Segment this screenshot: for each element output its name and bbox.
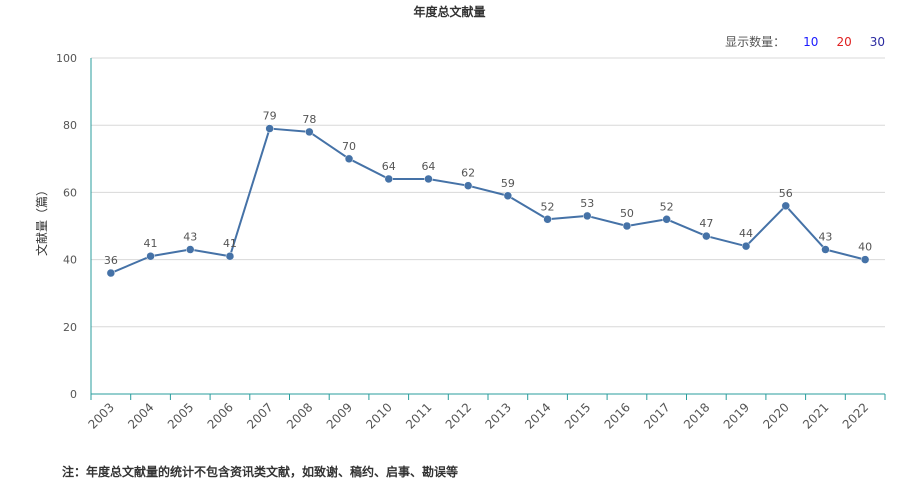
data-point[interactable]: [503, 191, 513, 201]
x-tick-label: 2022: [840, 400, 871, 431]
series-line-path: [110, 127, 866, 274]
grid-lines: [91, 57, 885, 328]
display-count-controls: 显示数量： 10 20 30: [725, 33, 885, 50]
x-tick-label: 2010: [363, 400, 394, 431]
data-label: 62: [461, 167, 475, 180]
y-tick-label: 60: [63, 186, 77, 199]
x-tick-label: 2006: [205, 400, 236, 431]
data-label: 70: [342, 140, 356, 153]
data-point[interactable]: [344, 154, 354, 164]
display-count-label: 显示数量：: [725, 35, 786, 49]
data-point[interactable]: [781, 201, 790, 211]
data-labels: 36 41 43 41 79 78 70 64 64 62 59 52 53 50 52 47 44 56 43 40: [104, 110, 872, 267]
data-label: 64: [421, 160, 435, 173]
x-tick-label: 2007: [244, 400, 275, 431]
x-axis: 2003 2004 2005 2006 2007 2008 2009 2010 2011 2012…: [85, 393, 886, 432]
data-point[interactable]: [186, 245, 195, 254]
display-count-option-20[interactable]: 20: [836, 34, 852, 49]
data-label: 50: [620, 207, 634, 220]
data-label: 44: [739, 227, 753, 240]
chart-title: 年度总文献量: [413, 5, 486, 19]
data-point[interactable]: [384, 174, 393, 184]
data-point[interactable]: [702, 231, 711, 241]
data-label: 78: [302, 113, 316, 126]
data-label: 43: [183, 231, 197, 244]
y-axis: 0 20 40 60 80 100: [56, 52, 92, 401]
data-label: 40: [858, 241, 872, 254]
data-label: 52: [660, 200, 674, 213]
display-count-option-30[interactable]: 30: [869, 34, 885, 49]
x-tick-label: 2020: [760, 400, 791, 431]
y-tick-label: 20: [63, 321, 77, 334]
data-label: 47: [699, 217, 713, 230]
x-tick-label: 2014: [522, 400, 553, 431]
data-label: 41: [144, 237, 158, 250]
data-point[interactable]: [424, 174, 433, 184]
x-tick-label: 2009: [324, 400, 355, 431]
display-count-option-10[interactable]: 10: [803, 34, 819, 49]
data-label: 56: [779, 187, 793, 200]
y-tick-label: 100: [56, 52, 77, 65]
data-point[interactable]: [543, 215, 552, 224]
data-point[interactable]: [662, 215, 671, 224]
x-tick-label: 2004: [125, 400, 156, 431]
data-point[interactable]: [622, 221, 632, 231]
x-tick-label: 2016: [602, 400, 633, 431]
data-point[interactable]: [305, 127, 314, 137]
y-tick-label: 0: [70, 388, 77, 401]
data-point[interactable]: [821, 245, 830, 254]
data-point[interactable]: [741, 241, 751, 251]
data-points: [106, 124, 870, 278]
x-tick-label: 2021: [800, 400, 831, 431]
x-tick-label: 2013: [482, 400, 513, 431]
data-point[interactable]: [106, 268, 116, 278]
data-label: 59: [501, 177, 515, 190]
y-tick-label: 40: [63, 254, 77, 267]
data-label: 64: [382, 160, 396, 173]
x-tick-label: 2018: [681, 400, 712, 431]
data-label: 53: [580, 197, 594, 210]
x-tick-label: 2005: [165, 400, 196, 431]
x-tick-label: 2019: [721, 400, 752, 431]
data-point[interactable]: [265, 124, 274, 133]
x-tick-label: 2012: [443, 400, 474, 431]
data-point[interactable]: [225, 251, 235, 261]
data-label: 52: [541, 200, 555, 213]
data-label: 36: [104, 254, 118, 267]
data-label: 79: [263, 110, 277, 123]
footnote: 注：年度总文献量的统计不包含资讯类文献，如致谢、稿约、启事、勘误等: [62, 465, 459, 479]
x-tick-label: 2015: [562, 400, 593, 431]
y-axis-title: 文献量（篇）: [34, 184, 49, 256]
series-line: [110, 127, 866, 274]
x-tick-label: 2008: [284, 400, 315, 431]
data-label: 43: [818, 231, 832, 244]
x-tick-label: 2003: [85, 400, 116, 431]
data-point[interactable]: [146, 251, 155, 261]
data-point[interactable]: [463, 181, 473, 190]
x-tick-label: 2011: [403, 400, 434, 431]
data-point[interactable]: [860, 255, 870, 264]
data-point[interactable]: [583, 211, 592, 221]
y-tick-label: 80: [63, 119, 77, 132]
data-label: 41: [223, 237, 237, 250]
x-tick-label: 2017: [641, 400, 672, 431]
